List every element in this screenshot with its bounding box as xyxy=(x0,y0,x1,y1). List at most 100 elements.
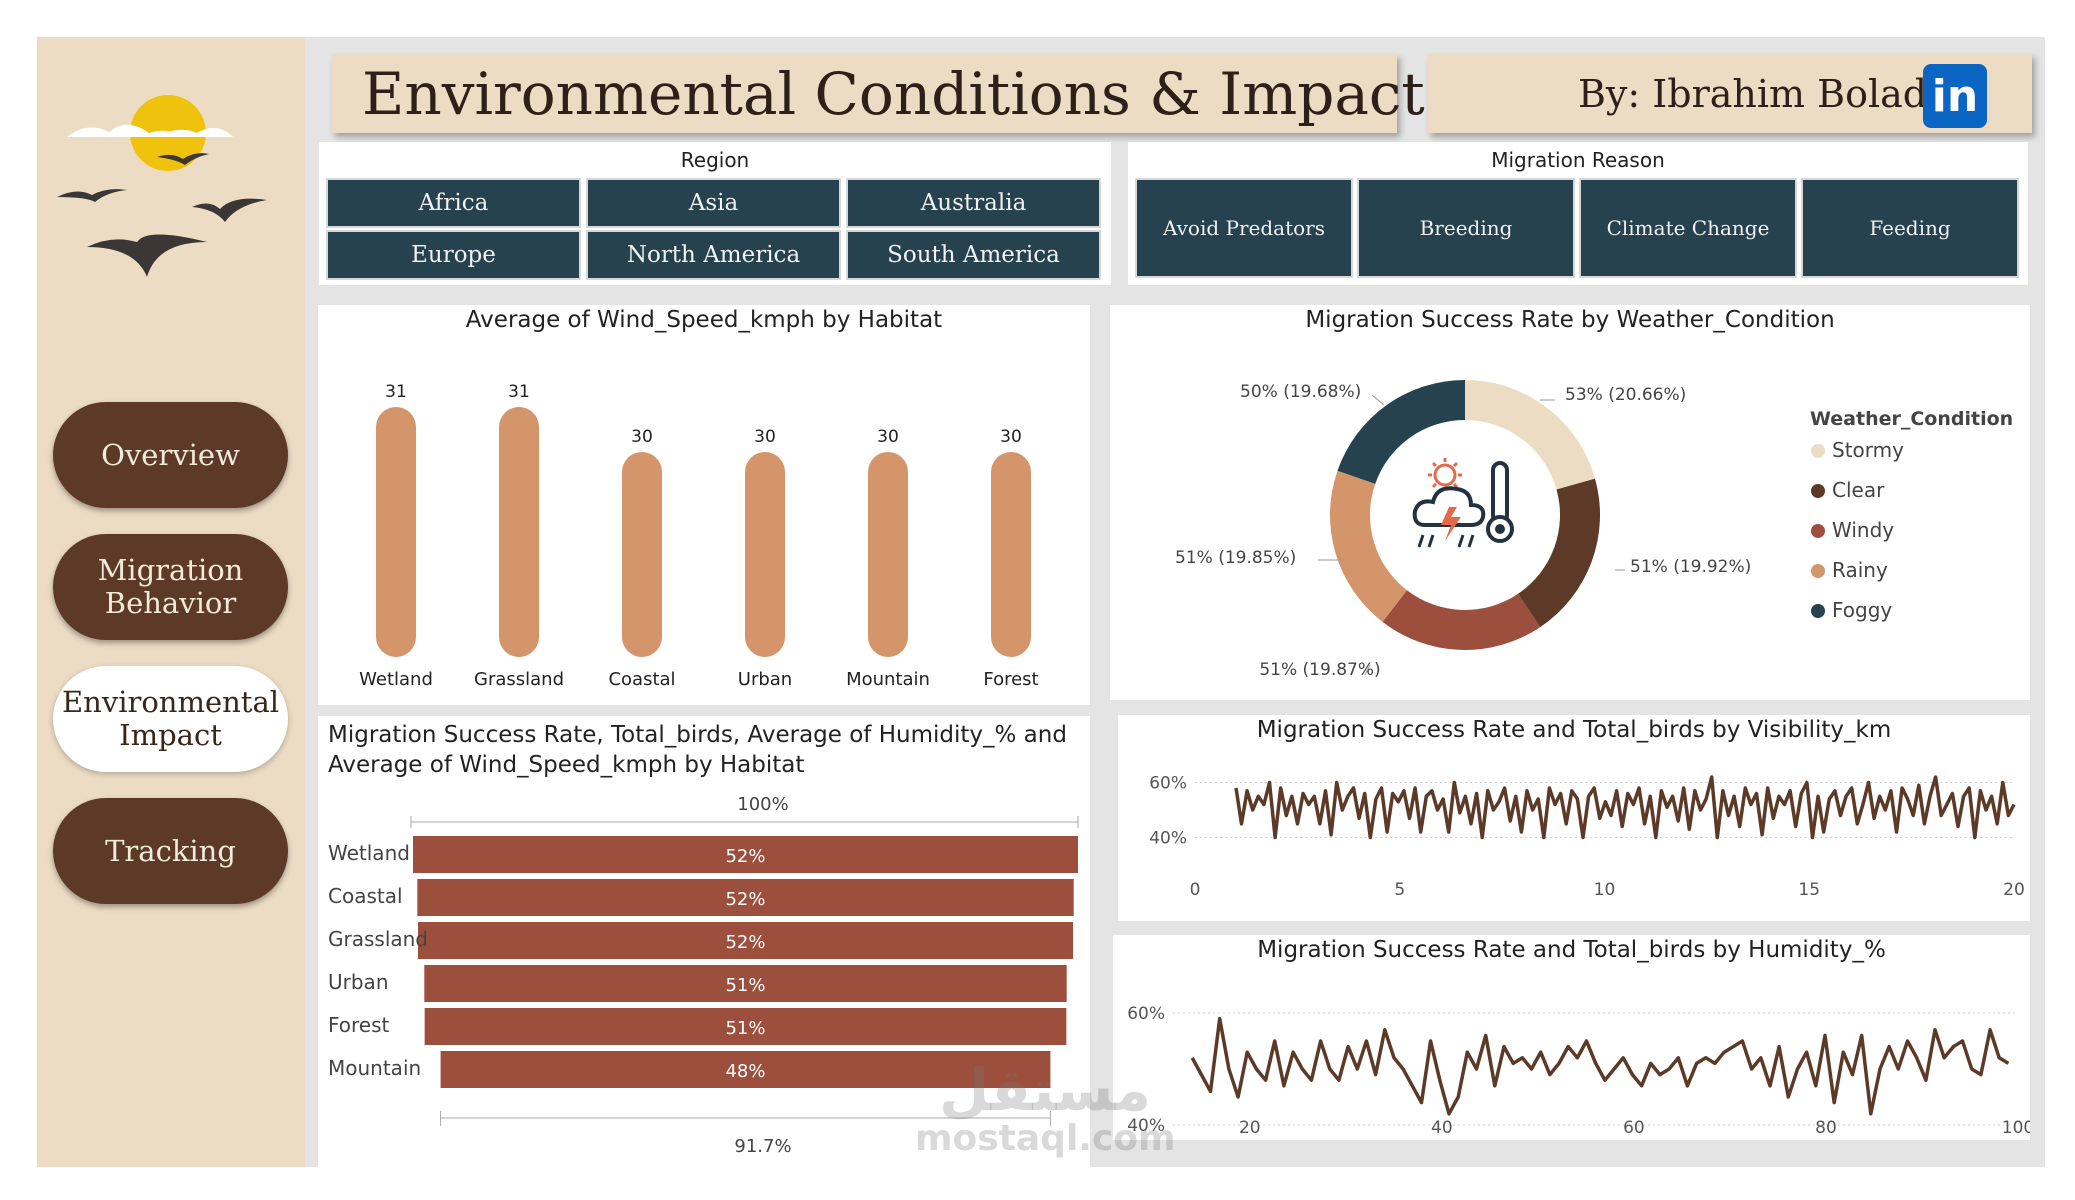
line-x-tick: 40 xyxy=(1431,1118,1453,1138)
humidity-line-chart: Migration Success Rate and Total_birds b… xyxy=(1113,935,2030,1140)
line-x-tick: 0 xyxy=(1190,880,1201,900)
hbar-data-label: 51% xyxy=(725,975,765,996)
wind-category-label: Mountain xyxy=(846,669,930,690)
reason-chip[interactable]: Feeding xyxy=(1801,178,2019,278)
reason-slicer-title: Migration Reason xyxy=(1491,148,1665,172)
wind-bar xyxy=(622,452,662,657)
wind-data-label: 30 xyxy=(631,427,653,447)
hbar-data-label: 51% xyxy=(725,1018,765,1039)
wind-category-label: Forest xyxy=(983,669,1038,690)
line-x-tick: 20 xyxy=(2003,880,2025,900)
region-chip[interactable]: South America xyxy=(846,230,1101,280)
donut-legend-label: Windy xyxy=(1832,518,1894,542)
linkedin-icon[interactable]: in xyxy=(1923,64,1987,128)
line-x-tick: 10 xyxy=(1594,880,1616,900)
region-slicer-title: Region xyxy=(680,148,750,172)
hbar-bar xyxy=(413,836,1078,873)
wind-bar xyxy=(499,407,539,657)
page-title: Environmental Conditions & Impact xyxy=(362,59,1425,128)
hbar-category-label: Urban xyxy=(328,970,389,994)
region-chip[interactable]: Europe xyxy=(326,230,581,280)
hbar-bar xyxy=(417,922,1074,959)
weather-icon xyxy=(1405,455,1525,565)
line-x-tick: 60 xyxy=(1623,1118,1645,1138)
donut-plot: 53% (20.66%) 51% (19.92%) 51% (19.87%) 51% … xyxy=(1175,380,2013,680)
wind-data-label: 31 xyxy=(385,382,407,402)
line-x-tick: 80 xyxy=(1815,1118,1837,1138)
line-y-tick: 60% xyxy=(1127,1004,1165,1024)
line-y-tick: 40% xyxy=(1127,1116,1165,1136)
wind-category-label: Grassland xyxy=(474,669,564,690)
wind-category-label: Coastal xyxy=(608,669,675,690)
nav-button-3[interactable]: Tracking xyxy=(53,798,288,904)
watermark: مستقل mostaql.com xyxy=(915,1056,1176,1158)
nav-button-0[interactable]: Overview xyxy=(53,402,288,508)
hbar-data-label: 52% xyxy=(725,932,765,953)
success-by-habitat-chart: Migration Success Rate, Total_birds, Ave… xyxy=(318,716,1090,1168)
reason-chip[interactable]: Climate Change xyxy=(1579,178,1797,278)
humidity-plot: 60% 40% 20 40 60 80 100 xyxy=(1127,1004,2030,1138)
donut-legend-title: Weather_Condition xyxy=(1810,408,2013,430)
wind-speed-chart: Average of Wind_Speed_kmph by Habitat 31… xyxy=(318,305,1090,705)
hbar-bar xyxy=(417,879,1074,916)
hbar-bar xyxy=(424,1008,1067,1045)
watermark-arabic: مستقل xyxy=(938,1056,1152,1124)
line-y-tick: 60% xyxy=(1149,774,1187,794)
donut-data-label: 50% (19.68%) xyxy=(1240,382,1361,402)
hbar-data-label: 52% xyxy=(725,846,765,867)
donut-legend-marker xyxy=(1811,604,1825,618)
donut-chart-title: Migration Success Rate by Weather_Condit… xyxy=(1305,307,1835,333)
donut-slice-windy xyxy=(1382,590,1541,650)
page-title-box: Environmental Conditions & Impact xyxy=(332,54,1425,133)
sun-birds-logo xyxy=(57,95,267,277)
sidebar: Overview Migration Behavior Environmental … xyxy=(37,37,305,1167)
wind-bar xyxy=(991,452,1031,657)
hbar-category-label: Grassland xyxy=(328,927,428,951)
region-chip[interactable]: Australia xyxy=(846,178,1101,228)
donut-legend-label: Stormy xyxy=(1832,438,1904,462)
visibility-chart-title: Migration Success Rate and Total_birds b… xyxy=(1256,717,1892,743)
donut-leader-line xyxy=(1371,394,1385,406)
donut-legend-marker xyxy=(1811,484,1825,498)
wind-data-label: 30 xyxy=(754,427,776,447)
nav-button-2[interactable]: Environmental Impact xyxy=(53,666,288,772)
wind-category-label: Urban xyxy=(738,669,792,690)
wind-data-label: 30 xyxy=(877,427,899,447)
wind-chart-title: Average of Wind_Speed_kmph by Habitat xyxy=(465,307,943,333)
hbar-category-label: Forest xyxy=(328,1013,390,1037)
donut-slice-rainy xyxy=(1330,470,1407,622)
reason-chip[interactable]: Breeding xyxy=(1357,178,1575,278)
region-chip[interactable]: Africa xyxy=(326,178,581,228)
hbar-axis-top-label: 100% xyxy=(737,794,788,815)
donut-slice-foggy xyxy=(1337,380,1465,484)
hbar-data-label: 52% xyxy=(725,889,765,910)
hbar-plot: 100% 52% Wetland 52% Coastal 52% Grassland 51% U… xyxy=(328,794,1079,1157)
donut-legend-label: Foggy xyxy=(1832,598,1892,622)
line-series xyxy=(1190,1016,2010,1116)
hbar-axis-bottom-label: 91.7% xyxy=(734,1136,791,1157)
donut-data-label: 51% (19.92%) xyxy=(1630,557,1751,577)
weather-donut-chart: Migration Success Rate by Weather_Condit… xyxy=(1110,305,2030,700)
wind-chart-plot: 31 Wetland 31 Grassland 30 Coastal 30 Urban 30 Mo… xyxy=(359,382,1039,690)
donut-legend-marker xyxy=(1811,444,1825,458)
donut-leader-line xyxy=(1364,664,1371,676)
hbar-bar xyxy=(440,1051,1051,1088)
line-series xyxy=(1234,775,2016,840)
donut-legend-label: Clear xyxy=(1832,478,1885,502)
hbar-category-label: Mountain xyxy=(328,1056,421,1080)
reason-chip[interactable]: Avoid Predators xyxy=(1135,178,1353,278)
donut-legend-marker xyxy=(1811,564,1825,578)
wind-bar xyxy=(376,407,416,657)
region-slicer: Region Africa Asia Australia Europe North Am… xyxy=(319,142,1111,285)
donut-data-label: 53% (20.66%) xyxy=(1565,385,1686,405)
line-x-tick: 100 xyxy=(2002,1118,2030,1138)
donut-data-label: 51% (19.87%) xyxy=(1259,660,1380,680)
wind-category-label: Wetland xyxy=(359,669,433,690)
author-box: By: Ibrahim Bolad in xyxy=(1428,54,2032,133)
region-chip[interactable]: Asia xyxy=(586,178,841,228)
visibility-line-chart: Migration Success Rate and Total_birds b… xyxy=(1118,715,2030,921)
donut-slice-clear xyxy=(1517,478,1600,628)
nav-button-1[interactable]: Migration Behavior xyxy=(53,534,288,640)
wind-bar xyxy=(868,452,908,657)
region-chip[interactable]: North America xyxy=(586,230,841,280)
